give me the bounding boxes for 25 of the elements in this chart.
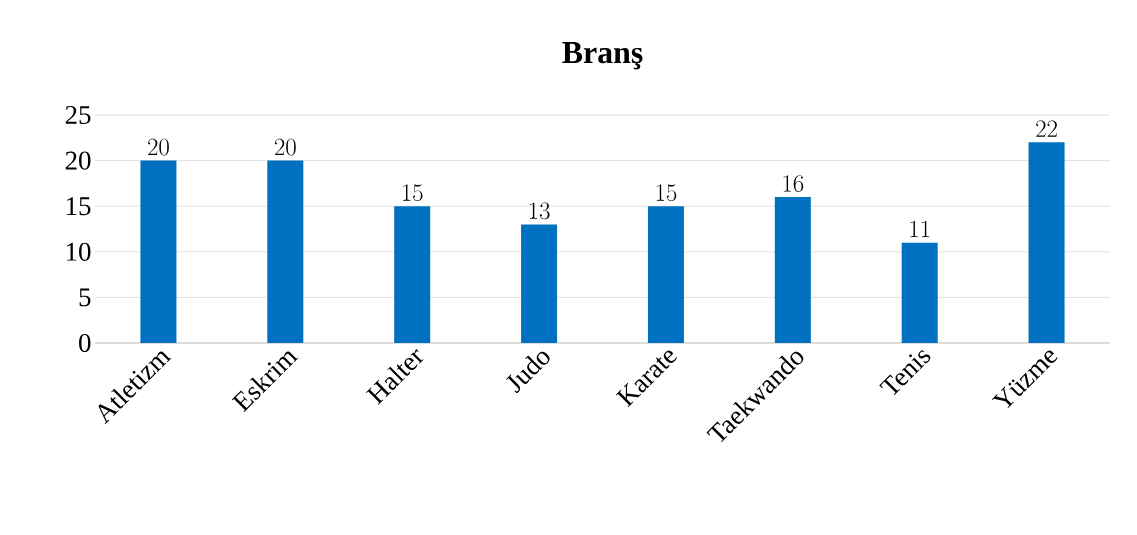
y-tick-label: 20	[65, 151, 91, 170]
chart-title: Branş	[562, 42, 643, 70]
bar	[1028, 142, 1065, 343]
x-tick-label: Tenis	[879, 349, 931, 396]
y-tick-label: 0	[79, 333, 91, 353]
data-label: 20	[148, 138, 169, 156]
y-tick-label: 10	[66, 242, 91, 261]
bar	[901, 242, 938, 343]
bar	[394, 206, 431, 343]
bar	[774, 197, 811, 343]
data-label: 11	[910, 220, 930, 238]
y-tick-label: 15	[66, 197, 91, 216]
data-label: 13	[529, 202, 550, 220]
y-tick-label: 25	[65, 105, 91, 125]
x-tick-label: Judo	[506, 351, 550, 394]
bar	[140, 160, 177, 343]
bar	[647, 206, 684, 343]
bar	[521, 224, 558, 343]
y-tick-label: 5	[79, 288, 91, 307]
data-label: 15	[656, 184, 677, 202]
bar	[267, 160, 304, 343]
data-label: 15	[402, 184, 423, 202]
data-label: 22	[1036, 120, 1057, 137]
data-label: 16	[783, 175, 804, 192]
data-label: 20	[274, 138, 296, 156]
